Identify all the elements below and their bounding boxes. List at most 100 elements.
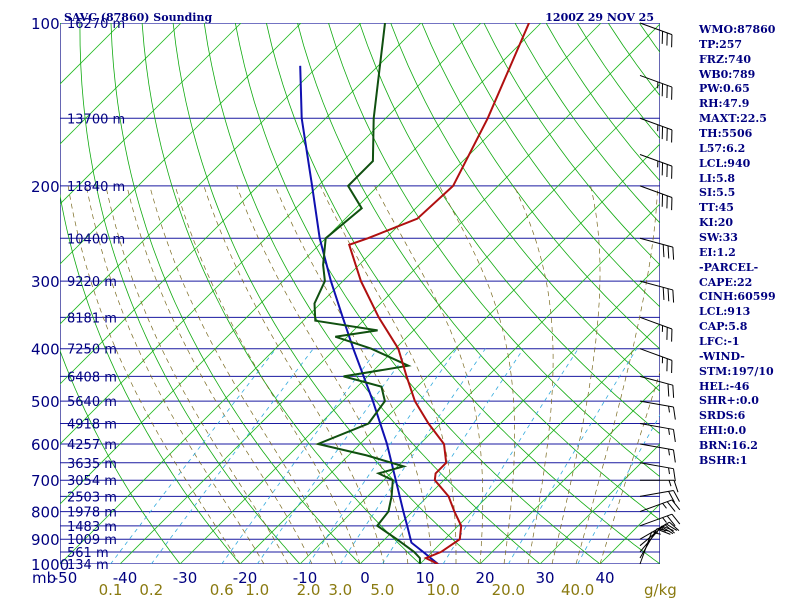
wind-barb-flag [658, 529, 671, 535]
mixing-ratio-line [381, 348, 524, 564]
wind-barb-staff [639, 237, 673, 248]
mixing-ratio-unit-label: g/kg [644, 581, 677, 599]
wind-barb-staff [639, 400, 674, 408]
sounding-index: PW:0.65 [699, 82, 750, 96]
isotherm-line [239, 143, 660, 564]
wind-barb-flag [661, 525, 674, 532]
moist-adiabat [203, 185, 385, 564]
sounding-index: KI:20 [699, 216, 734, 230]
wind-barb-flag [662, 244, 665, 258]
isotherm-line [419, 323, 660, 564]
wind-barb-half-flag [668, 428, 670, 435]
dry-adiabat [359, 23, 660, 435]
mixing-ratio-line [221, 348, 379, 564]
isotherm-line [539, 443, 660, 564]
sounding-index: BSHR:1 [699, 453, 748, 467]
chart-title-left: SAVC (87860) Sounding [64, 11, 212, 24]
height-tick-label: 3054 m [67, 474, 117, 489]
sounding-index: LCL:940 [699, 156, 751, 170]
dry-adiabat [421, 23, 660, 350]
dry-adiabat [141, 23, 421, 564]
wind-barb [639, 423, 676, 443]
wind-barb-staff [639, 117, 673, 131]
sounding-index: L57:6.2 [699, 141, 746, 155]
height-tick-label: 13700 m [67, 112, 125, 127]
wind-barb-staff [639, 521, 670, 540]
mixing-ratio-tick-label: 10.0 [426, 581, 459, 599]
sounding-index: EI:1.2 [699, 245, 736, 259]
pressure-tick-label: 400 [31, 341, 60, 359]
height-tick-label: 7250 m [67, 343, 117, 358]
temperature-tick-label: 10 [415, 569, 434, 587]
wind-barb-flag [672, 468, 676, 482]
wind-barb-staff [639, 462, 674, 470]
mixing-ratio-line [442, 348, 579, 564]
wind-barb [639, 316, 673, 342]
height-tick-label: 1009 m [67, 533, 117, 548]
wind-barb-flag [669, 521, 680, 532]
mixing-ratio-line [507, 348, 638, 564]
mixing-ratio-line [577, 414, 660, 564]
moist-adiabat [67, 185, 241, 564]
isotherm-line [479, 383, 660, 564]
temperature-tick-label: -40 [113, 569, 138, 587]
sounding-index: TP:257 [699, 37, 743, 51]
sounding-index: FRZ:740 [699, 52, 752, 66]
isotherm-line [119, 23, 660, 564]
height-tick-label: 1978 m [67, 506, 117, 521]
moist-adiabat [374, 185, 484, 564]
wind-barb [639, 521, 680, 540]
isobar-lines [60, 23, 660, 564]
pressure-tick-label: 800 [31, 504, 60, 522]
wind-barb [639, 237, 675, 260]
wind-barb [639, 280, 675, 303]
mixing-ratio-line [150, 348, 314, 564]
mixing-ratio-tick-label: 1.0 [245, 581, 269, 599]
wind-barb [639, 74, 673, 100]
wind-barb-flag [673, 480, 679, 493]
wind-barb [639, 185, 673, 211]
height-tick-label: 1483 m [67, 520, 117, 535]
height-tick-label: 4918 m [67, 418, 117, 433]
wind-barb [639, 22, 673, 48]
profile-lines [299, 23, 530, 564]
moist-adiabat [105, 185, 289, 564]
wind-barb [639, 400, 676, 420]
pressure-tick-label: 200 [31, 178, 60, 196]
sounding-index: SI:5.5 [699, 186, 736, 200]
dry-adiabat [79, 23, 301, 564]
dry-adiabat [234, 23, 601, 564]
wind-barb [639, 443, 676, 463]
height-tick-label: 2503 m [67, 490, 117, 505]
sounding-index: -WIND- [699, 349, 745, 363]
dry-adiabat [328, 23, 660, 478]
sounding-index: SHR+:0.0 [699, 394, 759, 408]
isotherm-line [299, 203, 660, 564]
temperature-tick-label: 20 [475, 569, 494, 587]
moist-adiabat [174, 185, 361, 564]
wind-barb-staff [639, 513, 673, 527]
wind-barb-flag [666, 515, 676, 527]
dry-adiabat [172, 23, 481, 564]
sounding-index: HEL:-46 [699, 379, 750, 393]
wind-barb-flag [672, 406, 676, 420]
wind-barb-flag [672, 247, 675, 260]
wind-barb [639, 375, 675, 398]
mixing-ratio-tick-label: 5.0 [370, 581, 394, 599]
sounding-indices-panel: WMO:87860 TP:257 FRZ:740 WB0:789 PW:0.65 RH:4… [699, 23, 799, 469]
temperature-tick-label: 0 [360, 569, 370, 587]
temperature-tick-label: -10 [293, 569, 318, 587]
wind-barb-flag [662, 287, 665, 300]
wind-barb-staff [639, 22, 673, 36]
temperature-tick-label: -30 [173, 569, 198, 587]
wind-barb-flag [668, 491, 676, 503]
wind-barb-staff [639, 280, 673, 291]
sounding-index: WB0:789 [699, 67, 756, 81]
pressure-tick-label: 900 [31, 531, 60, 549]
mixing-ratio-tick-label: 0.6 [210, 581, 234, 599]
mixing-ratio-tick-label: 40.0 [561, 581, 594, 599]
isotherm-line [60, 23, 542, 505]
height-tick-label: 134 m [67, 558, 109, 573]
sounding-index: LCL:913 [699, 305, 751, 319]
